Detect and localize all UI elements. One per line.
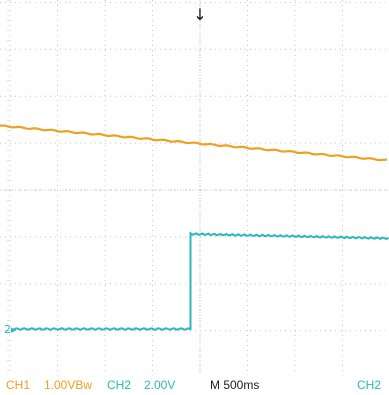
ch1-waveform: [0, 124, 388, 162]
ch2-trace: [13, 231, 389, 331]
timebase-readout: M 500ms: [210, 378, 260, 392]
ch1-trace: [0, 124, 388, 162]
status-bar: CH1 1.00VBw CH2 2.00V M 500ms CH2: [0, 375, 389, 395]
ch1-label: CH1: [6, 378, 31, 392]
ch1-scale: 1.00VBw: [44, 378, 93, 392]
ch2-waveform: [13, 231, 389, 331]
ch2-label: CH2: [107, 378, 132, 392]
ch2-ground-marker: 2▸: [4, 323, 17, 336]
graticule: [0, 0, 389, 375]
ch2-scale: 2.00V: [144, 378, 176, 392]
trigger-source-label: CH2: [357, 378, 382, 392]
trigger-position-marker: ↓: [193, 5, 206, 24]
